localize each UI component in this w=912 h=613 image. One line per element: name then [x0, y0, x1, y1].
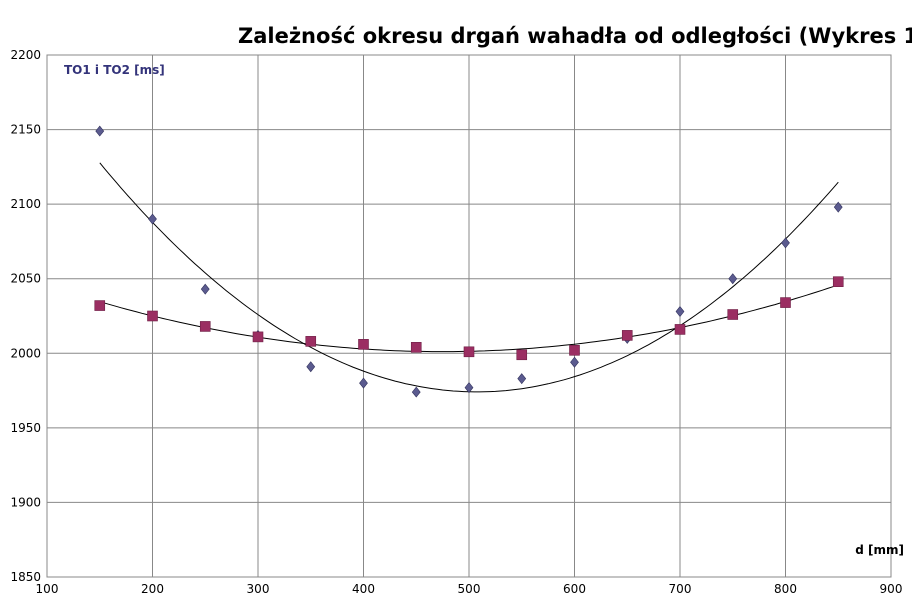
data-point-series-2: [674, 324, 686, 335]
y-tick-label: 2100: [10, 197, 41, 211]
data-point-series-2: [94, 300, 106, 311]
y-tick-label: 2050: [10, 272, 41, 286]
x-tick-label: 100: [36, 582, 59, 596]
plot-area: [46, 54, 892, 578]
data-point-series-1: [411, 386, 421, 398]
axis-ticks: 100 200 300 400 500 600 700 800 900 1850 1900 1950 2…: [10, 48, 902, 596]
data-points: [94, 125, 844, 398]
data-point-series-1: [359, 377, 368, 389]
x-tick-label: 900: [880, 582, 903, 596]
y-tick-label: 1900: [10, 495, 41, 509]
data-point-series-2: [147, 310, 158, 322]
x-tick-label: 700: [669, 582, 692, 596]
data-point-series-2: [569, 345, 580, 356]
data-point-series-2: [199, 321, 211, 332]
data-point-series-1: [464, 382, 474, 394]
chart-title: Zależność okresu drgań wahadła od odległ…: [238, 24, 912, 48]
x-tick-label: 200: [141, 582, 164, 596]
data-point-series-2: [305, 336, 317, 347]
data-point-series-1: [675, 306, 685, 318]
data-point-series-1: [570, 356, 579, 368]
data-point-series-1: [781, 237, 790, 249]
x-tick-label: 500: [458, 582, 481, 596]
data-point-series-2: [621, 330, 633, 341]
data-point-series-1: [517, 373, 527, 385]
y-tick-label: 2150: [10, 123, 41, 137]
y-tick-label: 2000: [10, 346, 41, 360]
data-point-series-1: [95, 125, 105, 137]
x-tick-label: 300: [247, 582, 270, 596]
data-point-series-2: [463, 346, 475, 358]
data-point-series-2: [516, 349, 528, 361]
data-point-series-2: [780, 297, 791, 308]
data-point-series-1: [728, 273, 738, 285]
y-tick-label: 1850: [10, 570, 41, 584]
data-point-series-2: [727, 309, 739, 320]
data-point-series-2: [832, 276, 844, 287]
x-axis-label: d [mm]: [855, 543, 904, 557]
data-point-series-1: [200, 283, 210, 295]
data-point-series-2: [252, 331, 264, 343]
data-point-series-1: [306, 361, 316, 373]
data-point-series-1: [833, 201, 843, 213]
x-tick-label: 800: [774, 582, 797, 596]
data-point-series-1: [148, 213, 157, 225]
data-point-series-2: [410, 342, 422, 353]
x-tick-label: 600: [563, 582, 586, 596]
y-axis-label: TO1 i TO2 [ms]: [64, 63, 165, 77]
y-tick-label: 2200: [10, 48, 41, 62]
y-tick-label: 1950: [10, 421, 41, 435]
data-point-series-2: [358, 339, 369, 350]
x-tick-label: 400: [352, 582, 375, 596]
